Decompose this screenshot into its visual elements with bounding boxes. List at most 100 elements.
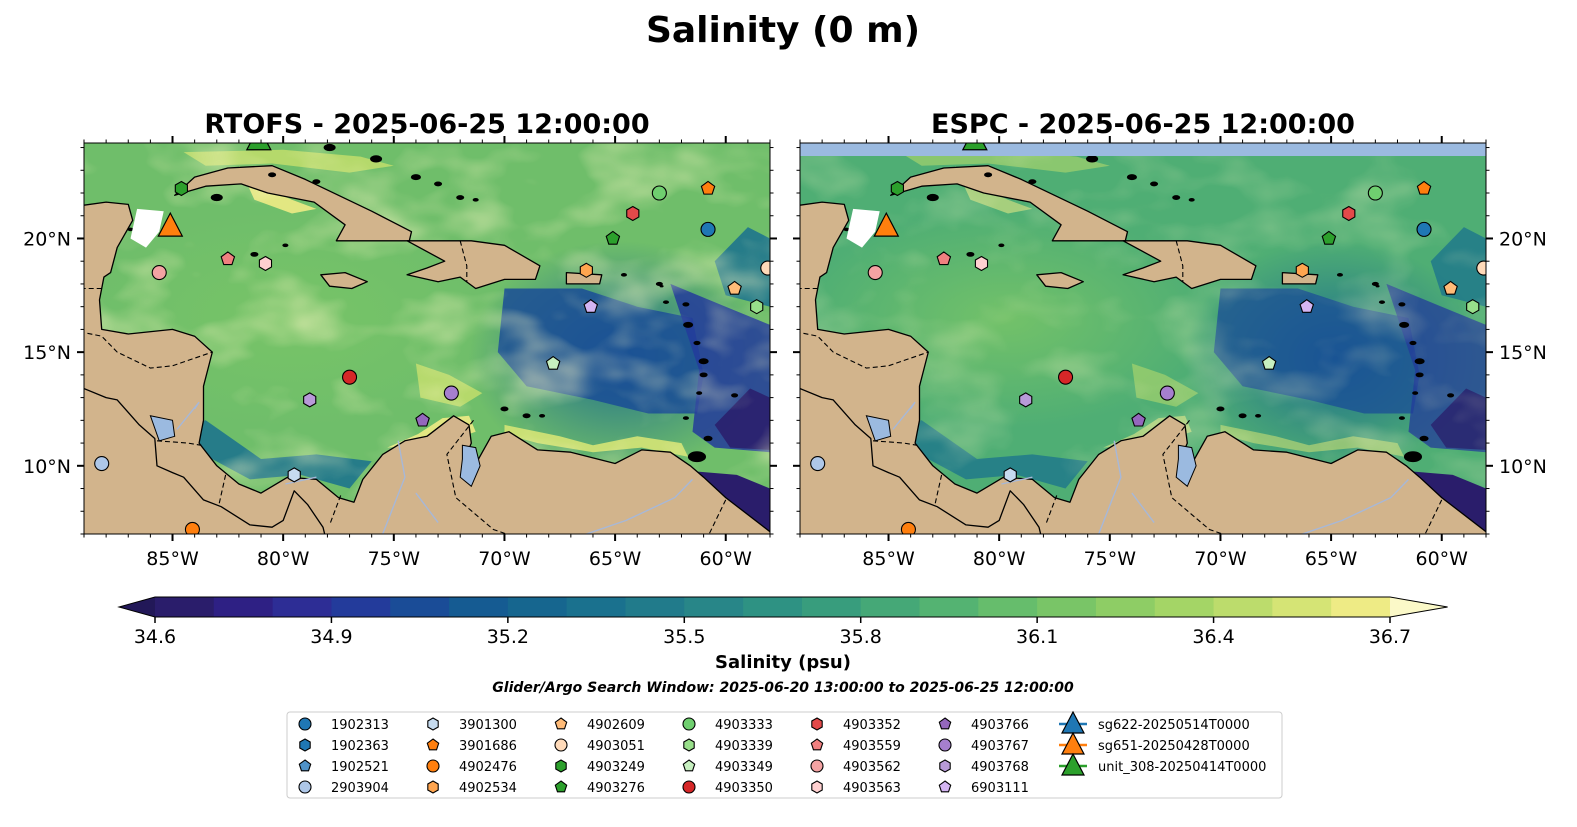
colorbar-segment: [684, 597, 744, 617]
land-jamaica: [1036, 271, 1084, 290]
legend-marker-3901686: [426, 738, 440, 751]
colorbar-segment: [449, 597, 509, 617]
country-border: [84, 332, 213, 369]
float-marker-4903563: [258, 255, 273, 272]
float-marker-4903766: [1131, 412, 1146, 427]
small-island: [1188, 198, 1195, 202]
small-island: [843, 227, 850, 232]
legend-marker-1902363: [299, 738, 311, 752]
y-tick-label: 10°N: [23, 456, 71, 478]
legend-label: 4903339: [715, 739, 773, 754]
colorbar-segment: [213, 597, 274, 617]
country-border: [934, 474, 943, 505]
colorbar-segment: [1037, 597, 1097, 617]
float-marker-4903051: [1476, 260, 1486, 276]
colorbar-segment: [1154, 597, 1215, 617]
float-marker-4903051: [760, 260, 770, 276]
y-tick-label: 20°N: [23, 228, 71, 250]
legend-marker-4903768: [939, 759, 951, 773]
float-marker-4903349: [1261, 355, 1277, 370]
legend-label: unit_308-20250414T0000: [1098, 760, 1266, 775]
small-island: [472, 198, 479, 202]
small-island: [696, 391, 703, 395]
small-island: [655, 281, 663, 287]
legend-marker-3901300: [427, 717, 439, 731]
float-marker-2903904: [94, 455, 110, 472]
float-marker-4903333: [651, 185, 667, 201]
float-marker-6903111: [583, 298, 599, 313]
legend-label: 1902521: [331, 760, 389, 775]
float-marker-4903768: [303, 392, 317, 408]
float-marker-4902476: [900, 521, 916, 534]
colorbar-segment: [331, 597, 391, 617]
legend-label: 4902609: [587, 718, 645, 733]
legend-label: sg622-20250514T0000: [1098, 718, 1250, 733]
small-island: [1238, 413, 1247, 419]
legend-label: 4903352: [843, 718, 901, 733]
float-marker-4902609: [727, 280, 742, 295]
panel-title: RTOFS - 2025-06-25 12:00:00: [204, 109, 649, 140]
colorbar-segment: [1213, 597, 1273, 617]
small-island: [539, 413, 546, 418]
float-marker-1902313: [700, 221, 716, 237]
colorbar-tick-label: 36.1: [1016, 626, 1058, 648]
small-island: [1419, 435, 1429, 442]
small-island: [370, 155, 383, 163]
colorbar-segment: [272, 597, 333, 617]
country-border: [708, 499, 727, 534]
float-marker-4902476: [184, 521, 200, 534]
land-jamaica: [320, 271, 368, 290]
colorbar-segment: [860, 597, 921, 617]
river: [415, 492, 439, 524]
small-island: [434, 181, 443, 187]
colorbar-tick-label: 34.9: [310, 626, 352, 648]
float-marker-4902534: [579, 262, 593, 278]
legend-label: 1902363: [331, 739, 389, 754]
colorbar-extend-high: [1390, 597, 1448, 617]
legend-label: 4903051: [587, 739, 645, 754]
small-island: [1409, 340, 1417, 346]
small-island: [1412, 391, 1419, 395]
no-data-band: [800, 143, 1486, 156]
map-frame: [83, 142, 771, 535]
colorbar-segment: [743, 597, 803, 617]
colorbar-segment: [978, 597, 1038, 617]
legend-label: 4903350: [715, 781, 773, 796]
float-marker-4903562: [867, 265, 883, 281]
glider-marker-sg651-20250428T0000: [157, 211, 184, 237]
map-frame: [799, 142, 1487, 535]
x-tick-label: 65°W: [589, 548, 642, 570]
small-island: [1398, 302, 1406, 307]
figure-title: Salinity (0 m): [646, 10, 920, 51]
x-tick-label: 70°W: [478, 548, 531, 570]
colorbar-segment: [155, 597, 215, 617]
small-island: [500, 406, 509, 412]
country-border: [446, 419, 509, 534]
float-marker-4903333: [1367, 185, 1383, 201]
float-marker-4903249: [174, 180, 188, 197]
colorbar-segment: [566, 597, 627, 617]
colorbar-label: Salinity (psu): [715, 652, 851, 673]
river: [1001, 476, 1033, 485]
colorbar-segment: [1095, 597, 1156, 617]
small-island: [210, 193, 223, 202]
float-marker-2903904: [810, 455, 826, 472]
river: [382, 440, 406, 534]
small-island: [1414, 358, 1425, 365]
lake: [459, 444, 481, 488]
no-data-patch: [846, 208, 880, 248]
country-border: [1045, 495, 1058, 526]
small-island: [926, 193, 939, 202]
country-border: [1424, 499, 1443, 534]
small-island: [1399, 321, 1410, 328]
float-marker-4902609: [1443, 280, 1458, 295]
float-marker-4903768: [1019, 392, 1033, 408]
x-tick-label: 60°W: [700, 548, 753, 570]
float-marker-4903339: [750, 299, 764, 315]
small-island: [620, 273, 627, 277]
small-island: [699, 372, 708, 378]
map-panel-rtofs: 85°W 80°W 75°W 70°W 65°W 60°W 10°N 15°N 20°N RTOF…: [23, 109, 777, 570]
legend-label: 4902534: [459, 781, 517, 796]
float-marker-4903352: [626, 205, 640, 222]
